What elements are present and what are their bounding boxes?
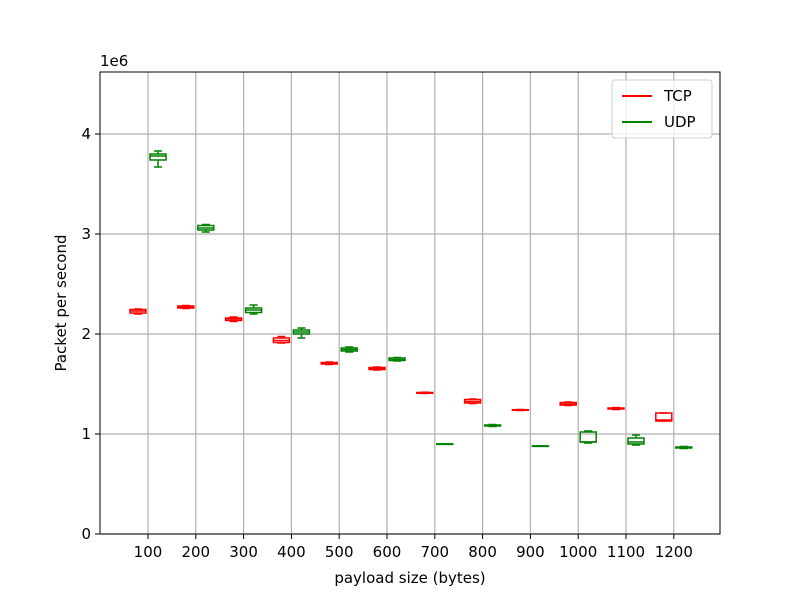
legend: TCP UDP [612,80,712,138]
box-udp-600 [389,358,405,362]
x-axis-title: payload size (bytes) [334,569,485,587]
y-axis-title: Packet per second [52,234,70,371]
x-tick-label: 1000 [559,543,597,561]
box-udp-1100 [628,435,644,445]
x-tick-label: 700 [420,543,449,561]
x-tick-label: 200 [181,543,210,561]
box-tcp-100 [130,309,146,314]
legend-label: UDP [664,113,696,131]
plot-frame [100,72,720,534]
x-tick-label: 1200 [655,543,693,561]
box-tcp-900 [512,410,528,411]
box-udp-1000 [580,431,596,443]
box-udp-900 [532,446,548,447]
box-body [150,154,166,160]
box-udp-200 [198,225,214,233]
x-tick-label: 800 [468,543,497,561]
box-tcp-800 [465,399,481,404]
x-tick-label: 400 [277,543,306,561]
box-body [628,438,644,444]
box-tcp-1200 [656,413,672,421]
y-tick-label: 3 [81,225,91,243]
box-tcp-400 [273,337,289,344]
box-tcp-1100 [608,408,624,410]
box-tcp-200 [178,306,194,309]
box-tcp-600 [369,367,385,370]
box-udp-700 [437,444,453,445]
x-tick-label: 900 [516,543,545,561]
box-tcp-500 [321,362,337,365]
y-tick-label: 0 [81,525,91,543]
box-udp-800 [485,425,501,427]
box-udp-400 [293,328,309,338]
legend-frame [612,80,712,138]
box-udp-300 [246,305,262,314]
box-tcp-1000 [560,402,576,406]
x-tick-label: 100 [134,543,163,561]
y-offset-label: 1e6 [100,52,128,70]
box-plot-series [130,151,692,449]
box-udp-1200 [676,447,692,449]
box-tcp-300 [226,317,242,322]
x-tick-label: 1100 [607,543,645,561]
y-tick-label: 1 [81,425,91,443]
grid-lines [100,72,720,534]
box-tcp-700 [417,392,433,393]
box-udp-100 [150,151,166,167]
legend-label: TCP [663,87,692,105]
box-udp-500 [341,347,357,352]
y-tick-label: 2 [81,325,91,343]
y-tick-label: 4 [81,125,91,143]
x-tick-label: 600 [373,543,402,561]
series-tcp [130,306,672,422]
x-tick-label: 300 [229,543,258,561]
x-tick-label: 500 [325,543,354,561]
series-udp [150,151,692,449]
